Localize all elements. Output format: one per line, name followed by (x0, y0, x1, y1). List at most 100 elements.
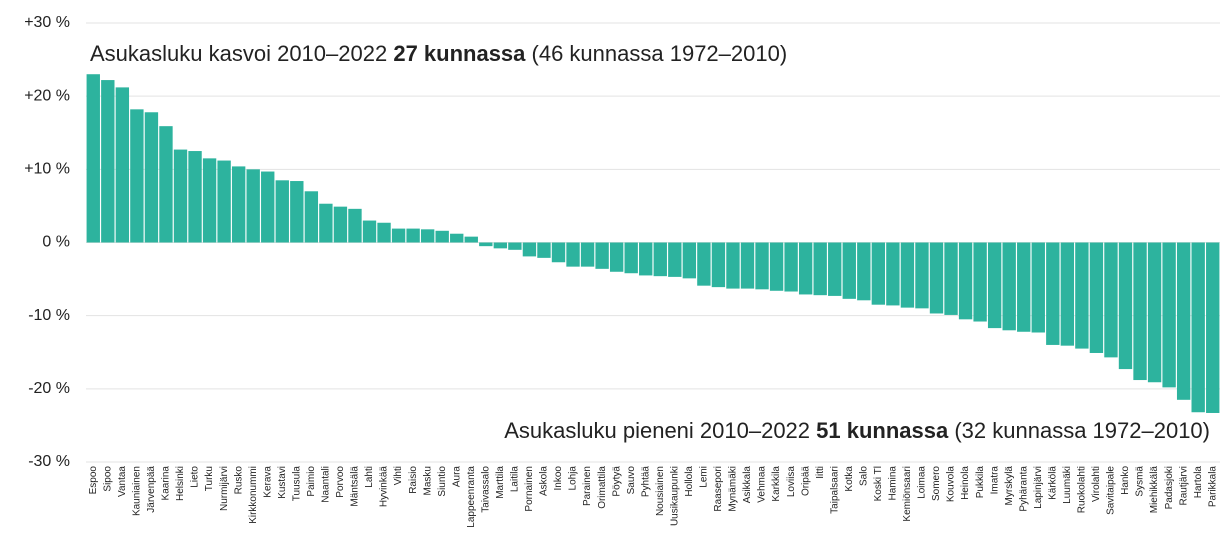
bar (580, 242, 595, 267)
bar (639, 242, 653, 276)
bar (188, 151, 202, 243)
x-tick-label: Pukkila (975, 466, 986, 499)
x-tick-label: Kärkölä (1047, 466, 1058, 500)
bar (319, 203, 333, 243)
x-tick-label: Lahti (364, 466, 375, 488)
x-tick-label: Kotka (844, 466, 855, 492)
bar (1031, 242, 1045, 333)
bar (537, 242, 551, 258)
x-tick-label: Mäntsälä (350, 466, 361, 507)
y-tick-label: +10 % (24, 161, 70, 178)
x-tick-label: Kirkkonummi (248, 466, 259, 524)
bar (857, 242, 871, 301)
bar (1089, 242, 1104, 353)
bar (290, 181, 304, 243)
bar (420, 229, 435, 243)
x-tick-label: Oripää (800, 466, 811, 496)
bar (784, 242, 798, 292)
x-tick-label: Lapinjärvi (1033, 466, 1044, 509)
bar (1162, 242, 1176, 388)
y-tick-label: -30 % (28, 453, 70, 470)
bar (173, 149, 188, 243)
bar (1206, 242, 1220, 413)
x-tick-label: Iitti (815, 466, 826, 479)
x-tick-label: Vehmaa (757, 466, 768, 503)
y-tick-label: -20 % (28, 380, 70, 397)
bar (566, 242, 580, 267)
annotation-part: (32 kunnassa 1972–2010) (948, 418, 1210, 443)
x-tick-label: Pyhäranta (1018, 466, 1029, 512)
x-tick-label: Savitaipale (1106, 466, 1117, 515)
bar (828, 242, 842, 296)
annotation-part: 51 kunnassa (816, 418, 949, 443)
x-tick-label: Aura (451, 466, 462, 488)
x-tick-label: Espoo (88, 466, 99, 495)
bar (1118, 242, 1133, 370)
x-tick-label: Hamina (888, 466, 899, 501)
x-tick-label: Järvenpää (146, 466, 157, 513)
x-tick-label: Asikkala (742, 466, 753, 504)
bar (348, 208, 362, 243)
annotation: Asukasluku kasvoi 2010–2022 27 kunnassa … (90, 41, 787, 66)
x-tick-label: Pöytyä (611, 466, 622, 497)
y-tick-label: 0 % (42, 234, 70, 251)
bar (595, 242, 609, 269)
bar (551, 242, 566, 263)
bar (435, 230, 449, 243)
bar (944, 242, 958, 315)
x-tick-label: Parainen (582, 466, 593, 506)
bar (624, 242, 638, 274)
bar (915, 242, 929, 309)
bar (115, 87, 130, 243)
x-tick-label: Padasjoki (1164, 466, 1175, 509)
x-tick-label: Vihti (393, 466, 404, 485)
bar (682, 242, 697, 279)
y-tick-label: -10 % (28, 307, 70, 324)
bar (653, 242, 667, 277)
bar (1176, 242, 1191, 400)
bar (275, 180, 289, 243)
bar (871, 242, 886, 305)
x-tick-label: Sipoo (102, 466, 113, 492)
bar (377, 222, 391, 243)
x-tick-label: Orimattila (597, 466, 608, 509)
x-tick-label: Loviisa (786, 466, 797, 498)
x-tick-label: Rusko (233, 466, 244, 495)
x-tick-label: Kauniainen (132, 466, 143, 516)
x-tick-label: Somero (931, 466, 942, 501)
x-tick-label: Pyhtää (640, 466, 651, 498)
annotation-part: (46 kunnassa 1972–2010) (525, 41, 787, 66)
x-tick-label: Kerava (262, 466, 273, 498)
x-tick-label: Sauvo (626, 466, 637, 495)
x-tick-label: Rautjärvi (1178, 466, 1189, 505)
x-tick-label: Tuusula (291, 466, 302, 502)
bar (1002, 242, 1016, 331)
x-tick-label: Ruokolahti (1077, 466, 1088, 513)
bar (1147, 242, 1162, 383)
bar (101, 80, 115, 243)
x-tick-label: Salo (858, 466, 869, 486)
x-tick-label: Porvoo (335, 466, 346, 498)
bar (144, 112, 159, 243)
x-tick-label: Mynämäki (728, 466, 739, 512)
bar (842, 242, 856, 299)
x-tick-label: Heinola (960, 466, 971, 500)
bar (333, 206, 348, 243)
x-tick-label: Koski Tl (873, 466, 884, 501)
x-tick-label: Lieto (190, 466, 201, 488)
bar (1191, 242, 1205, 413)
y-tick-label: +30 % (24, 14, 70, 31)
bar (86, 74, 100, 243)
x-tick-label: Turku (204, 466, 215, 491)
x-tick-label: Miehikkälä (1149, 466, 1160, 514)
bar (740, 242, 755, 289)
bar (1075, 242, 1089, 349)
x-tick-label: Naantali (321, 466, 332, 503)
annotation-part: 27 kunnassa (393, 41, 526, 66)
x-tick-label: Karkkila (771, 466, 782, 502)
x-tick-label: Taipalsaari (829, 466, 840, 514)
bar (217, 160, 231, 243)
bar (130, 109, 144, 243)
x-tick-label: Luumäki (1062, 466, 1073, 504)
x-tick-label: Siuntio (437, 466, 448, 497)
